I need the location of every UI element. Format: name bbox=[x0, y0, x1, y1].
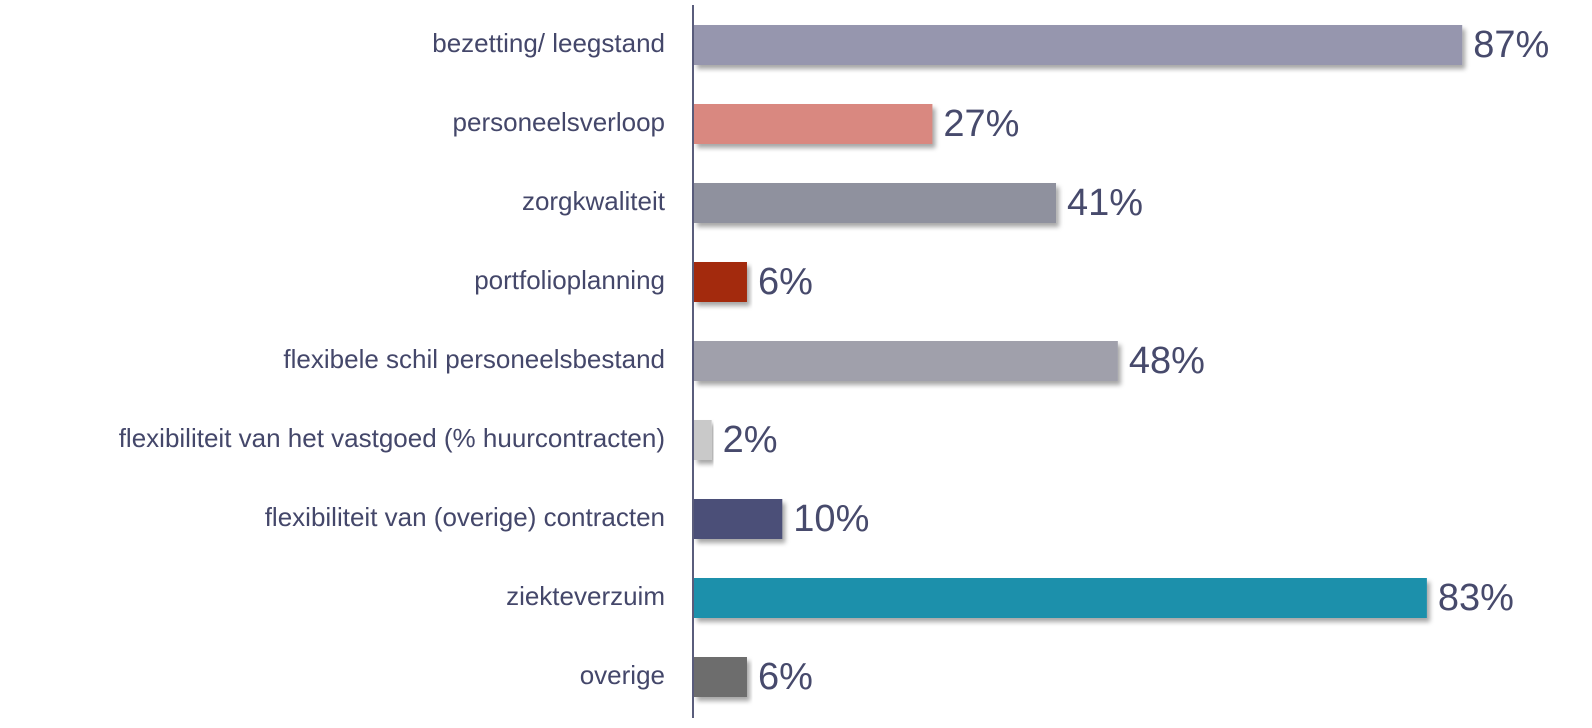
value-label: 87% bbox=[1473, 24, 1549, 66]
value-label: 83% bbox=[1438, 577, 1514, 619]
bar bbox=[694, 183, 1057, 223]
bar bbox=[694, 499, 783, 539]
value-label: 2% bbox=[723, 419, 778, 461]
category-label: overige bbox=[580, 660, 665, 690]
bar bbox=[694, 341, 1118, 381]
bar bbox=[694, 420, 712, 460]
value-label: 6% bbox=[758, 261, 813, 303]
category-label: ziekteverzuim bbox=[506, 581, 665, 611]
value-label: 48% bbox=[1129, 340, 1205, 382]
value-label: 6% bbox=[758, 656, 813, 698]
bar bbox=[694, 25, 1463, 65]
value-label: 27% bbox=[943, 103, 1019, 145]
category-label: zorgkwaliteit bbox=[522, 186, 666, 216]
value-label: 10% bbox=[793, 498, 869, 540]
category-label: bezetting/ leegstand bbox=[432, 28, 665, 58]
category-label: personeelsverloop bbox=[453, 107, 665, 137]
bar bbox=[694, 657, 747, 697]
bar bbox=[694, 578, 1427, 618]
category-label: flexibiliteit van (overige) contracten bbox=[265, 502, 665, 532]
category-label: portfolioplanning bbox=[474, 265, 665, 295]
category-label: flexibele schil personeelsbestand bbox=[283, 344, 665, 374]
bar bbox=[694, 262, 747, 302]
category-label: flexibiliteit van het vastgoed (% huurco… bbox=[119, 423, 665, 453]
value-label: 41% bbox=[1067, 182, 1143, 224]
bar bbox=[694, 104, 933, 144]
